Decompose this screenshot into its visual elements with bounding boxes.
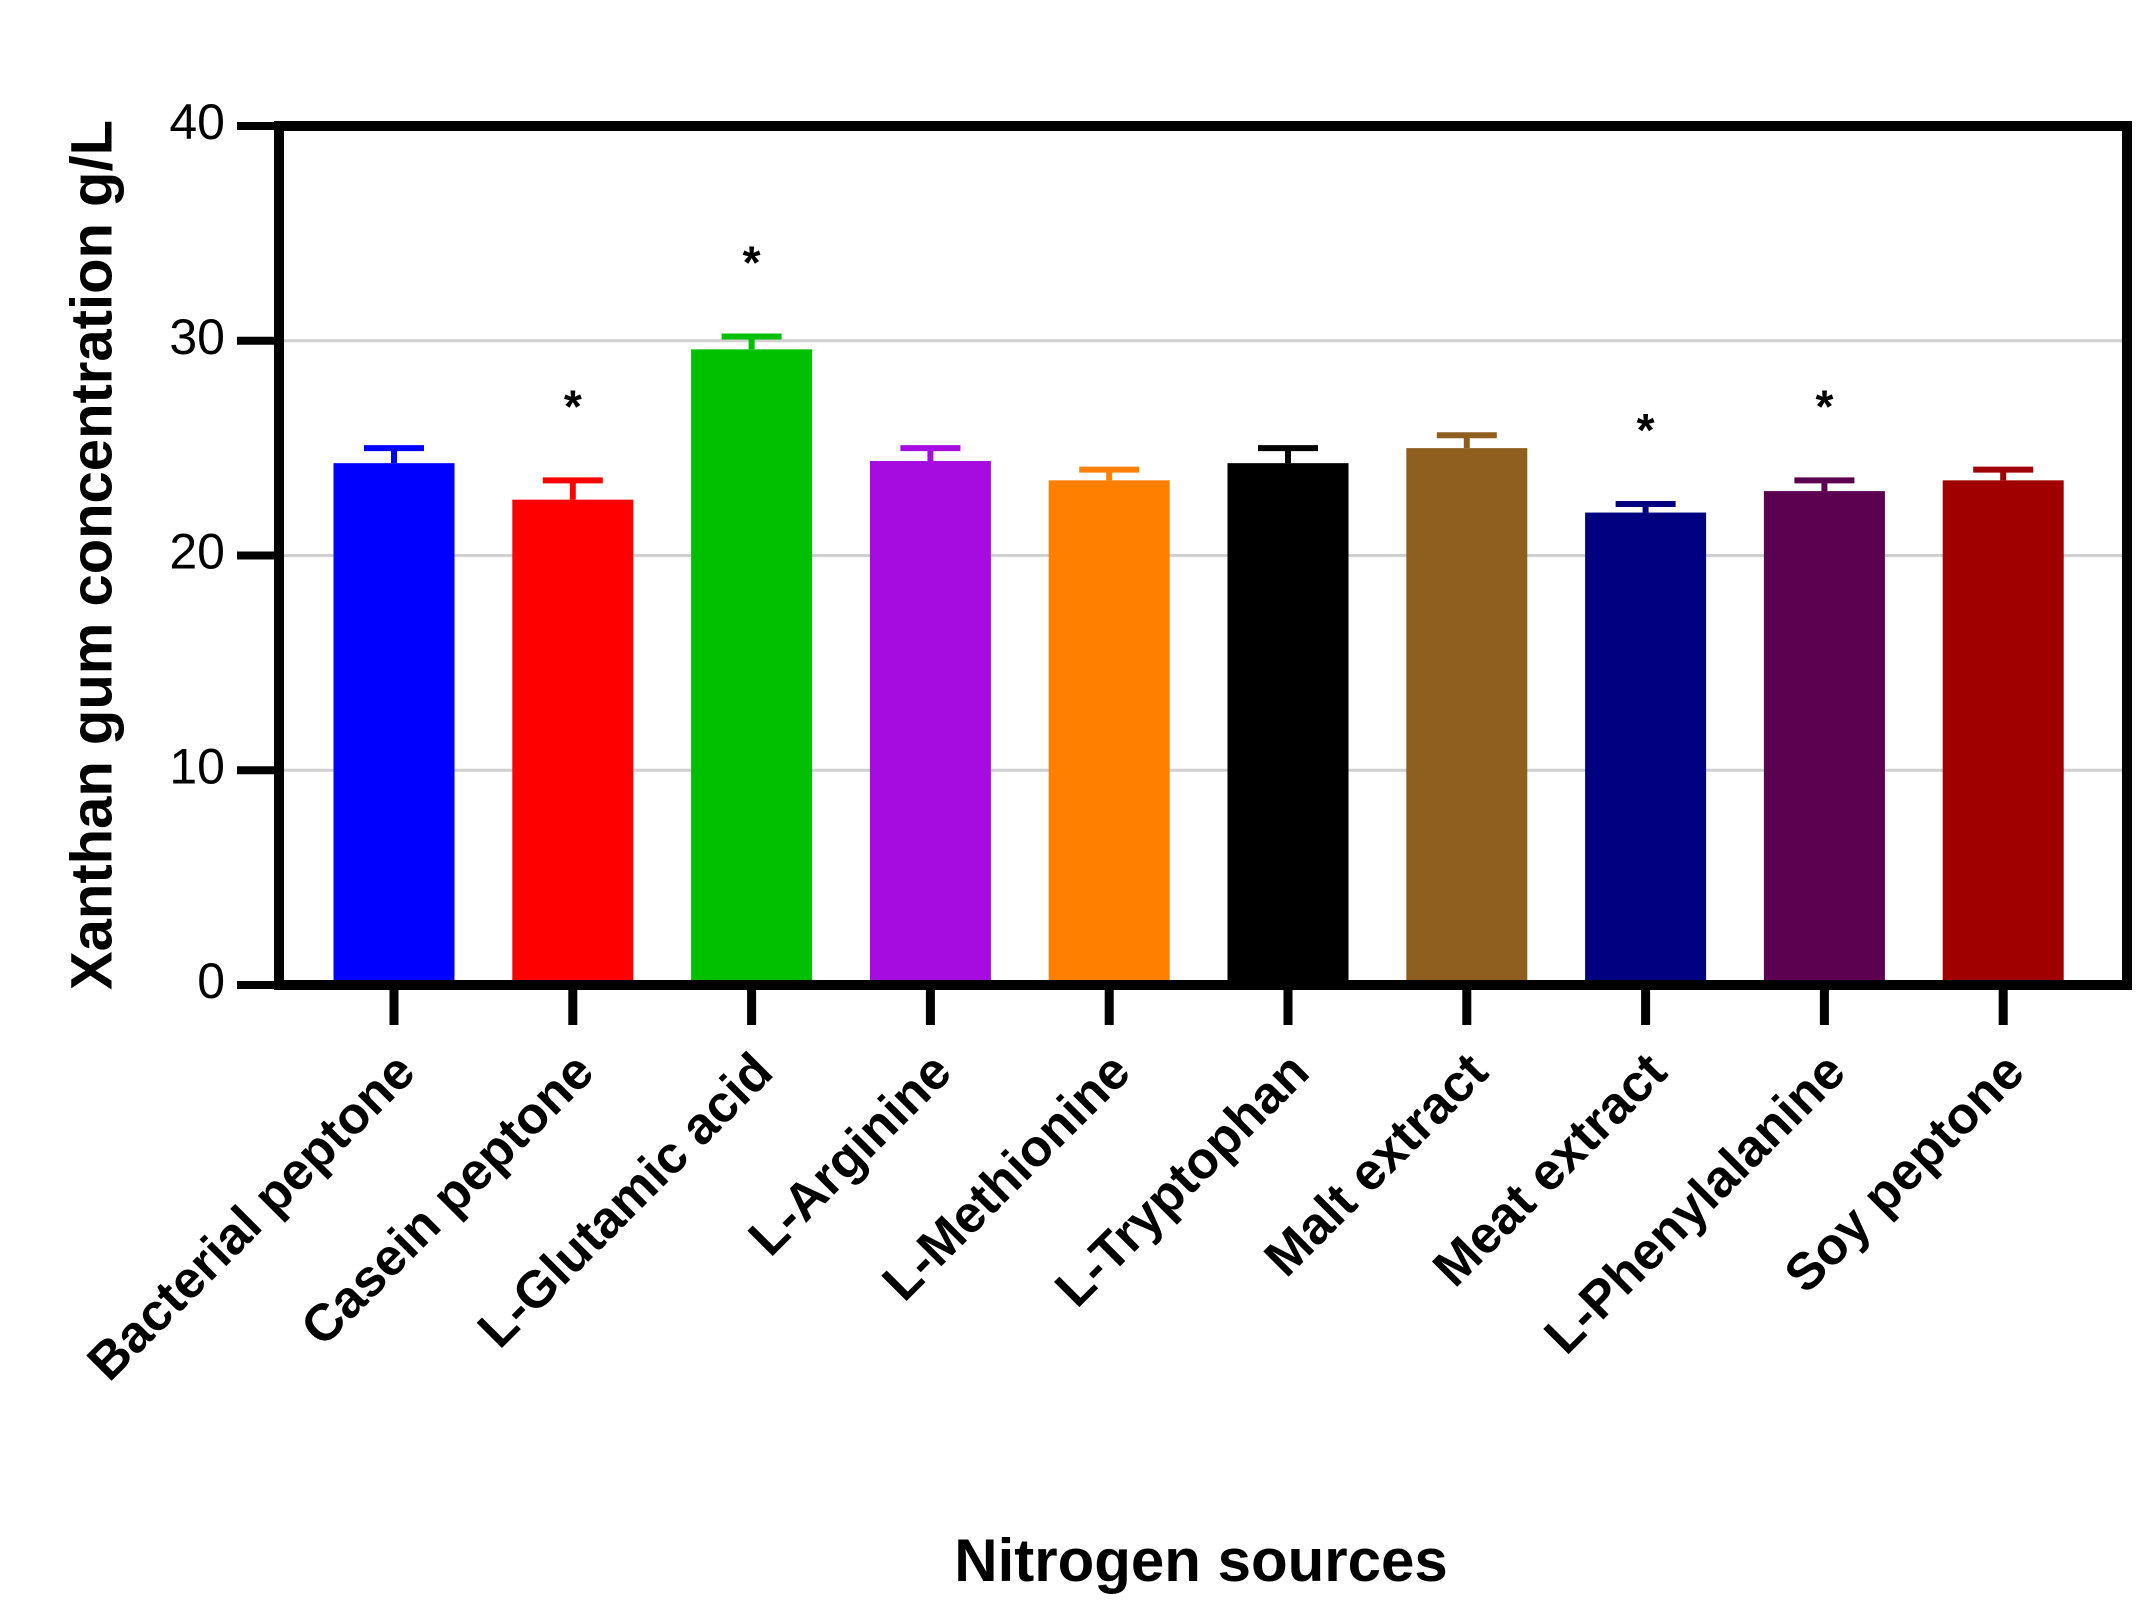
significance-marker: * — [743, 237, 761, 289]
bar — [1406, 448, 1528, 985]
bar — [869, 461, 991, 985]
y-axis-label: Xanthan gum concentration g/L — [59, 120, 124, 990]
x-tick-label: Bacterial peptone — [77, 1042, 427, 1392]
bar — [1048, 480, 1170, 985]
bar — [691, 349, 813, 986]
bar — [333, 463, 455, 986]
plot-frame — [274, 121, 2132, 990]
y-tick-label: 30 — [169, 309, 225, 365]
y-tick-label: 0 — [197, 953, 225, 1009]
significance-marker: * — [1637, 404, 1655, 456]
bar — [1942, 480, 2064, 985]
y-tick-label: 10 — [169, 738, 225, 794]
significance-marker: * — [564, 380, 582, 432]
bar — [1763, 491, 1885, 985]
bar — [1585, 512, 1707, 985]
x-tick-label: L-Phenylalanine — [1534, 1042, 1857, 1365]
bar — [512, 499, 634, 985]
x-tick-label: L-Glutamic acid — [467, 1042, 784, 1359]
x-axis-label: Nitrogen sources — [954, 1527, 1447, 1594]
bar — [1227, 463, 1349, 986]
y-tick-label: 40 — [169, 94, 225, 150]
y-tick-label: 20 — [169, 524, 225, 580]
significance-marker: * — [1815, 380, 1833, 432]
